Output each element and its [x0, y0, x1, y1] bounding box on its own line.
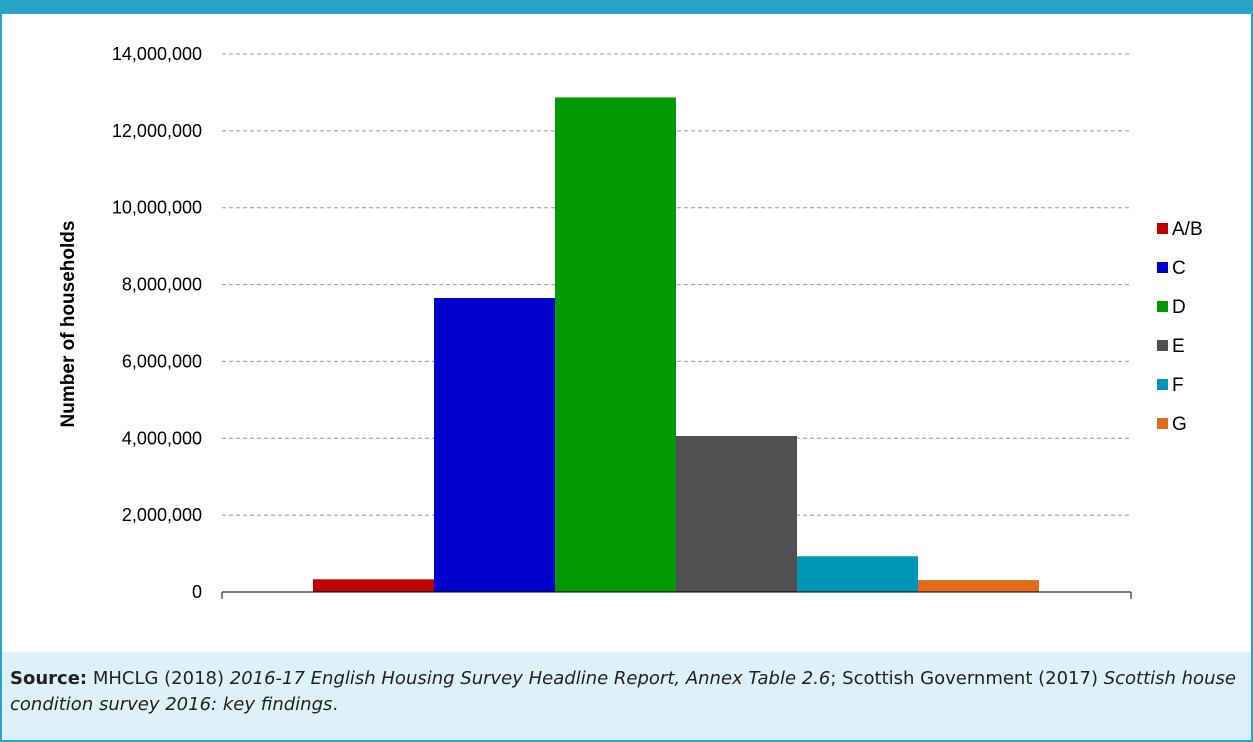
bar-chart: 0 2,000,000 4,000,000 6,000,000 8,000,000 10,…	[58, 44, 1203, 602]
legend-swatch	[1157, 340, 1168, 351]
header-bar	[0, 0, 1253, 14]
legend-swatch	[1157, 223, 1168, 234]
legend-swatch	[1157, 301, 1168, 312]
y-tick-label: 10,000,000	[112, 198, 202, 218]
bar-e	[676, 435, 797, 592]
legend-swatch	[1157, 418, 1168, 429]
y-tick-label: 2,000,000	[122, 505, 202, 525]
y-tick-label: 0	[192, 582, 202, 602]
legend-label: G	[1172, 414, 1187, 435]
legend-label: F	[1172, 375, 1184, 396]
bar-g	[918, 580, 1039, 592]
y-tick-label: 12,000,000	[112, 121, 202, 141]
bar-d	[555, 97, 676, 592]
source-text-3: .	[332, 694, 339, 715]
y-axis-label: Number of households	[58, 221, 79, 428]
source-title-2: Scottish house condition survey 2016: ke…	[10, 668, 1236, 715]
legend-label: A/B	[1172, 219, 1203, 240]
source-text-2: ; Scottish Government (2017)	[830, 668, 1104, 689]
source-label: Source:	[10, 668, 88, 689]
y-tick-label: 14,000,000	[112, 44, 202, 64]
bar-ab	[313, 579, 434, 592]
legend-swatch	[1157, 262, 1168, 273]
source-note: Source: MHCLG (2018) 2016-17 English Hou…	[2, 652, 1251, 740]
bar-f	[797, 556, 918, 592]
legend-swatch	[1157, 379, 1168, 390]
legend-label: E	[1172, 336, 1185, 357]
y-tick-label: 4,000,000	[122, 428, 202, 448]
y-tick-label: 6,000,000	[122, 351, 202, 371]
source-text-1: MHCLG (2018)	[87, 668, 230, 689]
source-title-1: 2016-17 English Housing Survey Headline …	[229, 668, 831, 689]
legend-label: C	[1172, 258, 1186, 279]
y-tick-label: 8,000,000	[122, 275, 202, 295]
legend-label: D	[1172, 297, 1186, 318]
bar-c	[434, 298, 555, 592]
